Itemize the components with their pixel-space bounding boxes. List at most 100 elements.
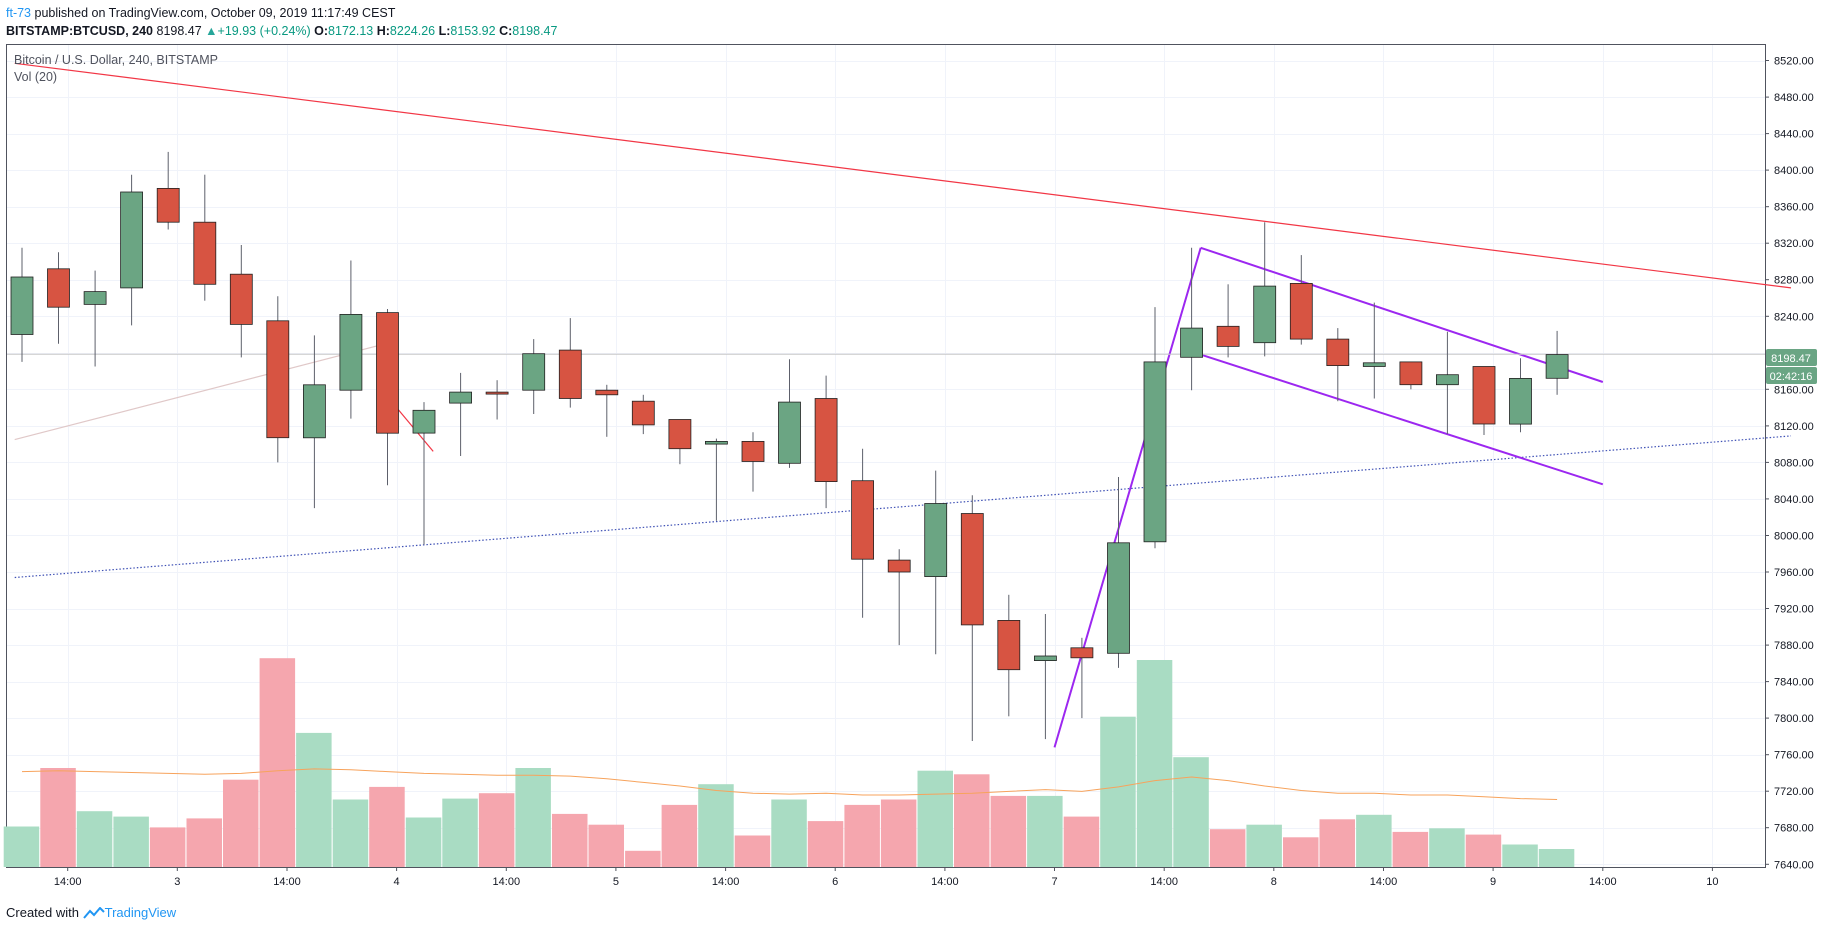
candle-body (1253, 285, 1277, 344)
close-label: C: (499, 24, 513, 38)
candle (1143, 307, 1167, 549)
candle (631, 394, 655, 435)
low-label: L: (438, 24, 451, 38)
purple-channel-bottom[interactable] (1200, 353, 1604, 486)
volume-bar (1209, 829, 1246, 867)
candle (485, 380, 509, 420)
candle-body (302, 384, 326, 439)
tradingview-brand-link[interactable]: TradingView (104, 905, 177, 920)
candle (1216, 284, 1240, 358)
y-tick-label: 8280.00 (1774, 275, 1814, 287)
y-tick-label: 7680.00 (1774, 823, 1814, 835)
candle-body (1399, 361, 1423, 386)
candle-body (1143, 361, 1167, 543)
candle (1253, 222, 1277, 357)
candle (887, 549, 911, 646)
x-tick-label: 14:00 (54, 876, 82, 888)
time-axis[interactable]: 14:00 3 14:00 4 14:00 5 14:00 6 14:00 7 14:00 8 14:0… (54, 867, 1719, 888)
candle-body (485, 391, 509, 395)
volume-bar (1246, 824, 1282, 867)
y-tick-label: 8160.00 (1774, 384, 1814, 396)
faint-line[interactable] (14, 340, 397, 441)
last-price: 8198.47 (156, 24, 202, 38)
candle (1070, 637, 1094, 719)
candle (47, 252, 70, 344)
candle-body (814, 398, 838, 482)
volume-bar (3, 826, 40, 867)
candle-body (376, 312, 399, 434)
candle-body (449, 391, 473, 404)
purple-pole[interactable] (1053, 247, 1202, 748)
x-tick-label: 14:00 (931, 876, 959, 888)
x-tick-label: 3 (174, 876, 180, 888)
volume-bar (113, 816, 149, 867)
x-tick-label: 14:00 (493, 876, 521, 888)
candle-body (705, 440, 728, 445)
volume-bar (625, 850, 661, 867)
volume-ma (21, 768, 1558, 800)
candle (1399, 361, 1423, 390)
candle (997, 594, 1021, 717)
x-tick-label: 4 (394, 876, 400, 888)
y-tick-label: 7920.00 (1774, 604, 1814, 616)
volume-bar (844, 804, 880, 867)
volume-bar (1538, 849, 1575, 867)
candle-body (595, 389, 619, 396)
candle (522, 339, 546, 414)
candle (376, 309, 399, 486)
price-axis[interactable]: 8520.00 8480.00 8440.00 8400.00 8360.00 8320.… (1765, 56, 1814, 872)
candle (558, 318, 582, 408)
candle (229, 245, 253, 358)
candle (814, 375, 838, 509)
close-value: 8198.47 (512, 24, 558, 38)
tradingview-logo-icon (82, 906, 105, 922)
candle-body (156, 187, 180, 223)
volume-bar (734, 835, 771, 867)
volume-bar (552, 813, 588, 867)
volume-bar (771, 799, 807, 867)
candle (1362, 302, 1386, 399)
candle (851, 448, 874, 618)
created-with-label: Created with (6, 905, 79, 920)
y-tick-label: 7800.00 (1774, 713, 1814, 725)
y-tick-label: 7880.00 (1774, 640, 1814, 652)
candle (705, 438, 728, 521)
candle (449, 372, 473, 456)
candle-body (1216, 325, 1240, 347)
drawings[interactable] (7, 62, 1792, 748)
last-price-badge-text: 8198.47 (1771, 353, 1811, 365)
candle-body (1289, 282, 1313, 340)
purple-channel-top[interactable] (1200, 246, 1604, 383)
y-tick-label: 7960.00 (1774, 567, 1814, 579)
change-arrow-icon: ▲ (205, 24, 218, 38)
candle-body (1326, 338, 1350, 367)
candle (1326, 328, 1350, 402)
candle (1107, 477, 1130, 668)
y-tick-label: 7720.00 (1774, 786, 1814, 798)
candle-body (83, 291, 107, 305)
y-tick-label: 7760.00 (1774, 750, 1814, 762)
change-value: +19.93 (+0.24%) (217, 24, 311, 38)
volume-bar (1283, 837, 1319, 867)
candle-body (997, 620, 1021, 671)
blue-dotted-trendline[interactable] (14, 435, 1792, 579)
volume-bar (880, 799, 917, 867)
candle (1472, 366, 1496, 435)
author-link[interactable]: ft-73 (6, 6, 32, 20)
volume-bar (76, 811, 113, 867)
candle-body (1472, 366, 1496, 425)
red-trendline[interactable] (14, 62, 1792, 289)
volume-bar (405, 817, 442, 867)
candle (10, 247, 34, 362)
volume-bar (1502, 844, 1538, 867)
candle (778, 359, 801, 468)
candle-body (851, 480, 874, 560)
y-tick-label: 8480.00 (1774, 92, 1814, 104)
candle (960, 495, 984, 741)
x-tick-label: 14:00 (273, 876, 301, 888)
candle-body (924, 503, 948, 577)
candle (1545, 330, 1569, 395)
candle-body (1070, 647, 1094, 659)
volume-bar (186, 818, 222, 867)
